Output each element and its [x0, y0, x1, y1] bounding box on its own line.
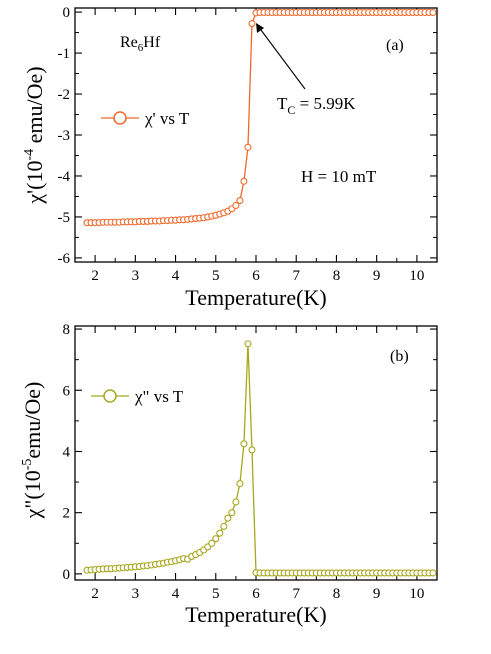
- panel-b-data-point: [240, 440, 248, 448]
- panel-a-data-point: [236, 197, 244, 205]
- panel-b-data-point: [212, 535, 220, 543]
- panel-a-xlabel: Temperature(K): [185, 285, 326, 310]
- panel-a-data-point: [240, 177, 248, 185]
- panel-b-ylabel-exp: -5: [20, 459, 35, 471]
- panel-b-series: [83, 340, 437, 577]
- panel-b-data-point: [429, 569, 437, 577]
- panel-a-tc-arrowhead: [256, 23, 264, 33]
- panel-b-label: (b): [390, 348, 409, 365]
- panel-a-xtick-label: 2: [91, 268, 99, 284]
- panel-a-field: H = 10 mT: [301, 167, 377, 186]
- panel-b-legend-label: χ" vs T: [134, 387, 184, 406]
- panel-a-xtick-label: 4: [172, 268, 180, 284]
- panel-a-tc-annotation: TC = 5.99K: [277, 94, 356, 117]
- panel-b-legend-marker: [103, 389, 117, 403]
- panel-a-xtick-label: 9: [373, 268, 381, 284]
- panel-a-ytick-label: -2: [58, 87, 71, 103]
- panel-a-ylabel: χ'(10-4 emu/Oe): [22, 66, 47, 204]
- panel-b-xtick-label: 5: [212, 586, 220, 602]
- panel-a-series: [83, 8, 437, 227]
- panel-b-data-point: [220, 522, 228, 531]
- panel-a-ytick-label: -5: [58, 210, 71, 226]
- panel-b-data-point: [228, 509, 236, 517]
- panel-a-ylabel-unit: emu/Oe): [22, 66, 47, 148]
- panel-b-data-point: [236, 480, 244, 488]
- panel-b-ytick-label: 0: [63, 567, 71, 583]
- panel-a-data-point: [244, 143, 252, 151]
- panel-b-ticks: 2 3 4 5 6 7 8 9 10 0 2 4 6 8: [63, 322, 437, 602]
- panel-b-data-point: [232, 498, 240, 506]
- panel-b-xtick-label: 7: [292, 586, 300, 602]
- panel-a-ytick-label: 0: [63, 5, 71, 21]
- panel-a-compound: Re6Hf: [120, 34, 161, 54]
- panel-b-xlabel: Temperature(K): [185, 602, 326, 627]
- panel-b-data-point: [224, 514, 232, 522]
- panel-a-ylabel-exp: -4: [22, 149, 37, 161]
- panel-b-ytick-label: 2: [63, 506, 71, 522]
- panel-b-xtick-label: 8: [333, 586, 341, 602]
- panel-a-data-point: [232, 201, 240, 210]
- panel-b-data-point: [244, 340, 252, 348]
- panel-a-xtick-label: 7: [292, 268, 300, 284]
- panel-b-ylabel: χ"(10-5emu/Oe): [20, 382, 45, 520]
- panel-a-data-point: [248, 20, 256, 28]
- panel-b-frame: [74, 325, 438, 581]
- panel-a-xtick-label: 6: [252, 268, 260, 284]
- panel-a-legend: χ' vs T: [101, 109, 190, 128]
- panel-a-legend-label: χ' vs T: [144, 109, 190, 128]
- panel-b-xtick-label: 4: [172, 586, 180, 602]
- panel-b-ylabel-unit: emu/Oe): [20, 382, 45, 459]
- panel-b-data-point: [248, 446, 256, 454]
- panel-a-legend-marker: [113, 111, 127, 125]
- panel-a: 2 3 4 5 6 7 8 9 10 -6 -5 -4 -3 -2 -1 0 Temperature(K) χ…: [22, 5, 438, 310]
- panel-a-ytick-label: -4: [58, 169, 71, 185]
- panel-a-label: (a): [386, 37, 404, 54]
- panel-a-ytick-label: -3: [58, 128, 71, 144]
- panel-a-ytick-label: -6: [58, 251, 71, 267]
- panel-b-xtick-label: 2: [91, 586, 99, 602]
- panel-b-ytick-label: 4: [63, 444, 71, 460]
- panel-b-data-point: [216, 529, 224, 537]
- panel-b-data-point: [208, 539, 216, 547]
- panel-b-ytick-label: 6: [63, 383, 71, 399]
- panel-a-xtick-label: 8: [333, 268, 341, 284]
- panel-a-ytick-label: -1: [58, 46, 71, 62]
- panel-a-tc-arrow: [257, 25, 306, 90]
- panel-b-xtick-label: 10: [409, 586, 424, 602]
- panel-b-legend: χ" vs T: [91, 387, 184, 406]
- panel-a-xtick-label: 5: [212, 268, 220, 284]
- panel-a-xtick-label: 3: [132, 268, 140, 284]
- panel-b-ytick-label: 8: [63, 322, 71, 338]
- panel-b-xtick-label: 9: [373, 586, 381, 602]
- panel-b-xtick-label: 6: [252, 586, 260, 602]
- panel-b-xtick-label: 3: [132, 586, 140, 602]
- panel-b-series-line: [87, 343, 433, 574]
- panel-a-data-point: [429, 8, 437, 17]
- panel-a-xtick-label: 10: [409, 268, 424, 284]
- panel-b: 2 3 4 5 6 7 8 9 10 0 2 4 6 8 Temperature(K) χ"(10-5em…: [20, 322, 438, 627]
